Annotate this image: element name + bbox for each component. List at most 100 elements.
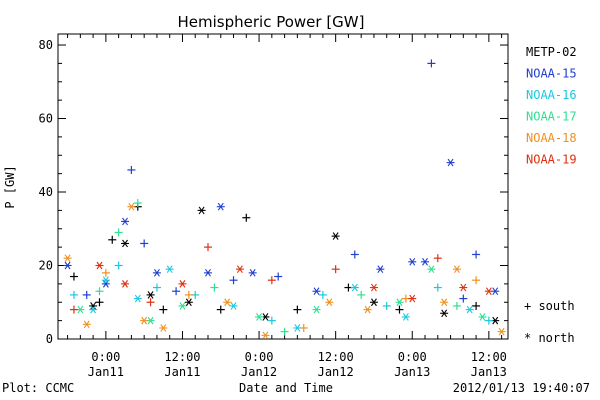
data-point-south <box>101 268 110 277</box>
data-point-north <box>465 305 474 314</box>
data-point-north <box>146 291 155 299</box>
data-point-north <box>408 294 417 303</box>
data-point-north <box>408 258 417 266</box>
legend-entry: NOAA-17 <box>526 110 577 124</box>
marker-stroke <box>64 261 71 270</box>
marker-stroke <box>262 331 269 340</box>
data-point-south <box>108 235 117 244</box>
marker-legend-entry: * north <box>524 331 575 345</box>
marker-stroke <box>90 302 97 310</box>
data-point-north <box>159 324 168 332</box>
data-point-north <box>229 302 238 310</box>
data-point-south <box>433 283 442 292</box>
marker-stroke <box>294 324 301 332</box>
data-point-north <box>497 327 506 336</box>
data-point-north <box>235 265 244 274</box>
marker-stroke <box>160 324 167 332</box>
data-point-south <box>210 283 219 292</box>
data-point-south <box>293 305 302 314</box>
marker-stroke <box>236 265 243 274</box>
marker-stroke <box>441 309 448 318</box>
data-point-north <box>350 283 359 292</box>
data-point-north <box>325 298 334 307</box>
data-point-north <box>223 298 232 307</box>
data-point-south <box>472 250 481 259</box>
data-point-north <box>165 265 174 274</box>
marker-stroke <box>498 327 505 336</box>
data-point-north <box>440 309 449 318</box>
x-tick-time: 0:00 <box>245 350 274 364</box>
data-point-south <box>267 316 276 325</box>
marker-stroke <box>102 280 109 288</box>
marker-stroke <box>217 202 224 211</box>
x-tick-time: 12:00 <box>471 350 507 364</box>
marker-stroke <box>185 298 192 307</box>
data-point-south <box>318 290 327 299</box>
marker-stroke <box>102 276 109 285</box>
data-point-north <box>452 265 461 274</box>
data-point-north <box>178 280 187 288</box>
marker-stroke <box>313 287 320 296</box>
marker-stroke <box>179 302 186 310</box>
x-tick-date: Jan12 <box>241 365 277 379</box>
y-tick-label: 40 <box>39 185 53 199</box>
data-point-north <box>63 261 72 270</box>
data-point-north <box>140 316 149 325</box>
marker-stroke <box>77 305 84 314</box>
data-point-north <box>312 287 321 296</box>
data-point-north <box>261 331 270 340</box>
legend-entry: NOAA-16 <box>526 88 577 102</box>
data-point-south <box>452 301 461 310</box>
marker-stroke <box>326 298 333 307</box>
marker-stroke <box>141 316 148 325</box>
data-point-north <box>121 280 130 288</box>
marker-stroke <box>166 265 173 274</box>
x-tick-time: 12:00 <box>318 350 354 364</box>
data-point-north <box>101 280 110 288</box>
marker-stroke <box>409 258 416 266</box>
data-point-south <box>472 276 481 285</box>
y-tick-label: 20 <box>39 259 53 273</box>
marker-stroke <box>460 283 467 292</box>
data-point-north <box>248 269 257 277</box>
marker-stroke <box>96 261 103 270</box>
marker-stroke <box>134 294 141 303</box>
data-point-south <box>472 301 481 310</box>
marker-stroke <box>422 258 428 266</box>
marker-stroke <box>205 269 211 277</box>
data-point-south <box>204 243 212 252</box>
y-tick-label: 80 <box>39 38 53 52</box>
x-tick-time: 0:00 <box>91 350 120 364</box>
plot-timestamp: 2012/01/13 19:40:07 <box>453 381 590 395</box>
plot-credit: Plot: CCMC <box>2 381 74 395</box>
data-point-north <box>369 283 378 292</box>
marker-stroke <box>249 269 256 277</box>
marker-stroke <box>122 217 128 226</box>
marker-stroke <box>153 269 160 277</box>
marker-stroke <box>409 294 416 303</box>
data-point-north <box>89 302 98 310</box>
marker-stroke <box>256 313 263 321</box>
marker-stroke <box>332 232 339 240</box>
marker-stroke <box>402 313 409 321</box>
marker-stroke <box>122 280 128 288</box>
data-point-north <box>121 239 130 248</box>
x-tick-date: Jan11 <box>164 365 200 379</box>
data-point-north <box>255 313 264 321</box>
data-point-south <box>299 323 308 332</box>
data-point-south <box>69 272 78 281</box>
marker-stroke <box>83 320 90 329</box>
data-point-south <box>146 298 155 307</box>
legend-entry: NOAA-18 <box>526 131 577 145</box>
marker-stroke <box>441 298 448 307</box>
data-point-south <box>357 290 366 299</box>
data-point-south <box>127 165 136 174</box>
marker-legend: + south * north <box>524 299 575 345</box>
chart-title: Hemispheric Power [GW] <box>178 13 365 31</box>
data-point-north <box>89 305 98 314</box>
marker-stroke <box>198 206 205 215</box>
series-legend: METP-02 NOAA-15 NOAA-16 NOAA-17 NOAA-18 NOAA-… <box>526 45 577 167</box>
data-point-south <box>140 239 149 248</box>
data-point-south <box>184 290 193 299</box>
data-point-north <box>421 258 430 266</box>
